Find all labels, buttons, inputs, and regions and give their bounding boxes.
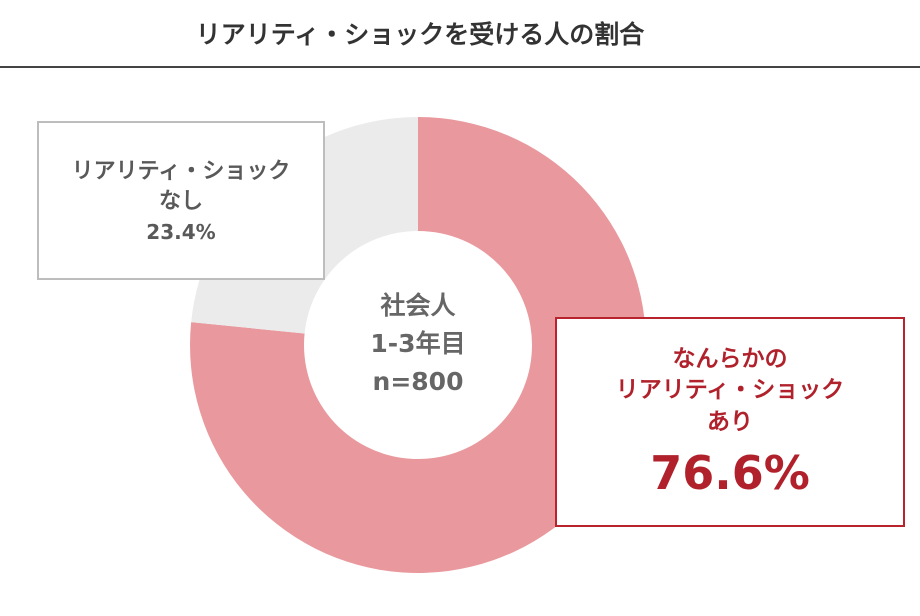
category-label: なんらかの リアリティ・ショック あり [615, 346, 845, 435]
center-text: 1-3年目 [370, 329, 465, 358]
value-label: 76.6% [650, 445, 810, 500]
center-label: 社会人 1-3年目 n=800 [370, 291, 465, 396]
label-box: なんらかの リアリティ・ショック あり 76.6% [555, 317, 905, 527]
chart-title: リアリティ・ショックを受ける人の割合 [196, 20, 646, 49]
center-text: 社会人 [380, 291, 455, 320]
donut-segment [189, 117, 646, 574]
center-text: n=800 [373, 367, 464, 396]
value-label: 23.4% [146, 220, 216, 245]
category-label: リアリティ・ショック なし [71, 158, 291, 214]
label-box: リアリティ・ショック なし 23.4% [37, 121, 325, 280]
